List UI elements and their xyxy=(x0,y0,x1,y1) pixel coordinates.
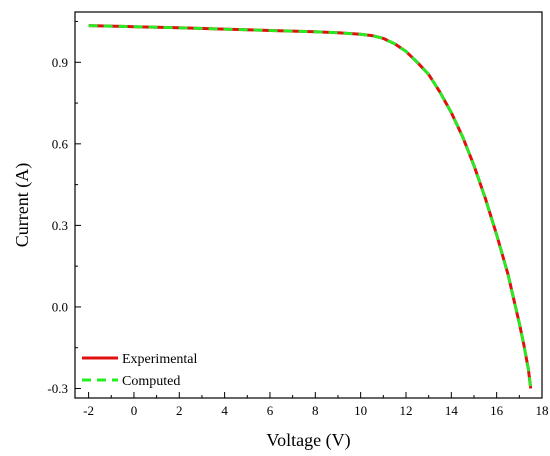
x-tick-label: 10 xyxy=(354,403,367,418)
y-axis-title: Current (A) xyxy=(12,163,33,247)
x-tick-label: 0 xyxy=(131,403,138,418)
x-tick-label: 16 xyxy=(490,403,504,418)
y-tick-label: 0.9 xyxy=(52,55,68,70)
plot-frame xyxy=(74,11,543,399)
y-tick-label: 0.6 xyxy=(52,136,69,151)
ticks-layer: -2 0 2 4 6 8 10 12 14 16 18 -0.3 0.0 0.3 0.6 0.9 xyxy=(47,21,549,418)
y-tick-label: 0.0 xyxy=(52,299,68,314)
x-tick-label: 18 xyxy=(536,403,549,418)
x-tick-label: -2 xyxy=(83,403,94,418)
x-tick-label: 12 xyxy=(399,403,412,418)
series-layer xyxy=(88,24,533,389)
x-tick-label: 6 xyxy=(267,403,274,418)
y-tick-label: -0.3 xyxy=(47,381,68,396)
y-tick-label: 0.3 xyxy=(52,218,68,233)
legend-label-computed: Computed xyxy=(122,374,180,389)
x-tick-label: 2 xyxy=(176,403,183,418)
x-tick-label: 14 xyxy=(445,403,459,418)
series-line-computed xyxy=(88,24,533,389)
x-axis-title: Voltage (V) xyxy=(266,430,350,451)
legend: Experimental Computed xyxy=(82,352,198,389)
x-tick-label: 8 xyxy=(312,403,319,418)
legend-label-experimental: Experimental xyxy=(122,352,198,367)
x-tick-label: 4 xyxy=(221,403,228,418)
